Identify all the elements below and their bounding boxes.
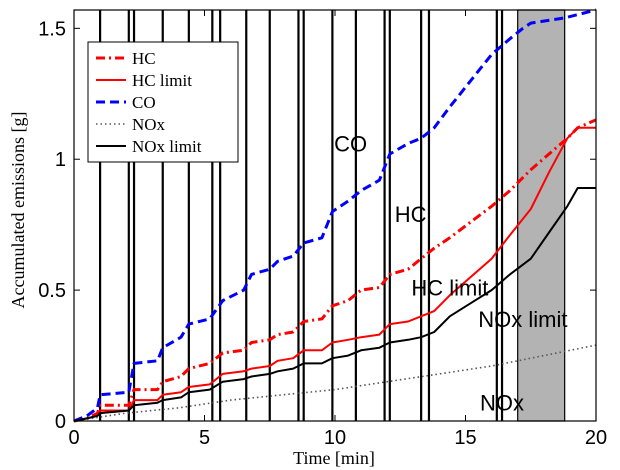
x-tick-label: 15 [454, 427, 476, 449]
annotation-label: HC [395, 202, 427, 227]
y-tick-label: 0 [55, 411, 66, 433]
x-tick-label: 5 [199, 427, 210, 449]
series-line-co [73, 8, 597, 423]
legend-label: HC limit [132, 71, 192, 90]
annotation-label: NOx [480, 391, 524, 416]
series-line-hc [73, 118, 597, 423]
x-tick-label: 0 [68, 427, 79, 449]
annotation-label: CO [334, 131, 367, 156]
y-tick-label: 1 [55, 149, 66, 171]
y-tick-label: 1.5 [38, 18, 66, 40]
legend-label: HC [132, 49, 156, 68]
annotation-label: HC limit [411, 275, 488, 300]
legend-label: NOx limit [132, 137, 202, 156]
annotation-label: NOx limit [478, 307, 567, 332]
series-line-nox-limit [73, 187, 596, 422]
y-tick-label: 0.5 [38, 280, 66, 302]
x-tick-label: 20 [585, 427, 607, 449]
legend-label: CO [132, 93, 156, 112]
legend: HC HC limit CO NOx NOx limit [87, 41, 239, 163]
x-tick-label: 10 [324, 427, 346, 449]
series-line-hc-limit [73, 126, 596, 422]
legend-label: NOx [132, 115, 166, 134]
x-axis-label: Time [min] [293, 448, 375, 468]
y-axis-label: Accumulated emissions [g] [8, 112, 28, 309]
